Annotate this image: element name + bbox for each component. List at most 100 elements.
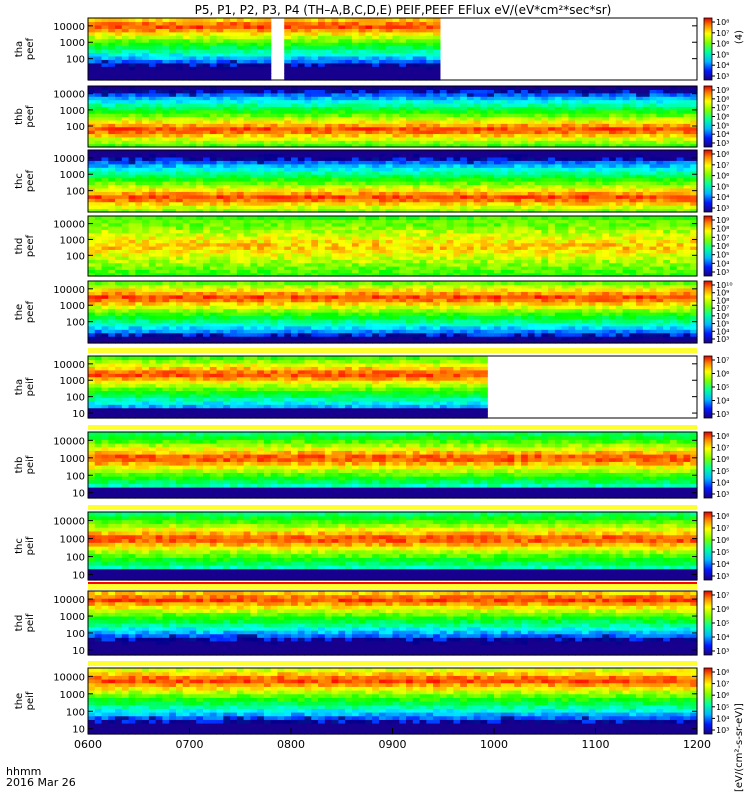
spectrogram-cell (406, 42, 413, 46)
spectrogram-cell (690, 191, 697, 195)
spectrogram-cell (616, 153, 623, 157)
spectrogram-cell (332, 157, 339, 161)
spectrogram-cell (264, 167, 271, 171)
spectrogram-cell (291, 42, 298, 46)
spectrogram-cell (413, 35, 420, 39)
spectrogram-cell (223, 18, 230, 22)
spectrogram-cell (609, 157, 616, 161)
spectrogram-cell (305, 42, 312, 46)
spectrogram-cell (95, 195, 102, 199)
spectrogram-cell (115, 160, 122, 164)
spectrogram-cell (149, 18, 156, 22)
y-tick-label: 1000 (60, 38, 85, 49)
spectrogram-cell (217, 174, 224, 178)
spectrogram-cell (203, 18, 210, 22)
spectrogram-cell (284, 150, 291, 154)
spectrogram-cell (372, 174, 379, 178)
spectrogram-cell (480, 191, 487, 195)
spectrogram-cell (460, 195, 467, 199)
spectrogram-cell (528, 160, 535, 164)
y-tick-label: 1000 (60, 106, 85, 117)
spectrogram-cell (95, 63, 102, 67)
spectrogram-cell (176, 73, 183, 77)
spectrogram-cell (420, 21, 427, 25)
spectrogram-cell (568, 198, 575, 202)
spectrogram-cell (582, 181, 589, 185)
spectrogram-cell (250, 157, 257, 161)
spectrogram-cell (352, 21, 359, 25)
spectrogram-cell (623, 153, 630, 157)
spectrogram-cell (433, 171, 440, 175)
spectrogram-cell (413, 73, 420, 77)
spectrogram-cell (426, 205, 433, 209)
spectrogram-cell (386, 191, 393, 195)
spectrogram-cell (284, 160, 291, 164)
spectrogram-cell (95, 39, 102, 43)
colorbar-tick-label: 10⁶ (716, 40, 729, 49)
spectrogram-cell (420, 63, 427, 67)
spectrogram-cell (176, 59, 183, 63)
spectrogram-cell (318, 35, 325, 39)
spectrogram-cell (102, 153, 109, 157)
spectrogram-cell (108, 28, 115, 32)
spectrogram-cell (190, 178, 197, 182)
spectrogram-cell (352, 63, 359, 67)
spectrogram-cell (352, 66, 359, 70)
spectrogram-cell (413, 153, 420, 157)
spectrogram-cell (250, 153, 257, 157)
spectrogram-cell (291, 153, 298, 157)
spectrogram-cell (433, 198, 440, 202)
spectrogram-cell (311, 205, 318, 209)
spectrogram-cell (670, 150, 677, 154)
spectrogram-cell (135, 178, 142, 182)
spectrogram-cell (345, 56, 352, 60)
spectrogram-cell (420, 153, 427, 157)
spectrogram-cell (413, 25, 420, 29)
spectrogram-cell (257, 184, 264, 188)
spectrogram-cell (325, 52, 332, 56)
spectrogram-cell (244, 205, 251, 209)
spectrogram-cell (575, 164, 582, 168)
spectrogram-cell (169, 178, 176, 182)
spectrogram-cell (183, 35, 190, 39)
spectrogram-cell (196, 195, 203, 199)
spectrogram-cell (393, 153, 400, 157)
spectrogram-cell (196, 21, 203, 25)
spectrogram-cell (365, 150, 372, 154)
spectrogram-cell (169, 160, 176, 164)
spectrogram-cell (169, 63, 176, 67)
spectrogram-cell (257, 59, 264, 63)
gap-strip-4 (88, 661, 697, 666)
spectrogram-cell (162, 39, 169, 43)
spectrogram-cell (433, 205, 440, 209)
spectrogram-cell (332, 160, 339, 164)
spectrogram-cell (399, 184, 406, 188)
spectrogram-cell (190, 28, 197, 32)
spectrogram-cell (264, 216, 271, 220)
spectrogram-cell (555, 160, 562, 164)
spectrogram-cell (169, 167, 176, 171)
spectrogram-cell (271, 164, 278, 168)
spectrogram-cell (352, 195, 359, 199)
spectrogram-cell (332, 174, 339, 178)
spectrogram-cell (176, 52, 183, 56)
spectrogram-cell (135, 18, 142, 22)
spectrogram-cell (325, 35, 332, 39)
spectrogram-cell (284, 188, 291, 192)
spectrogram-cell (406, 191, 413, 195)
spectrogram-cell (365, 167, 372, 171)
spectrogram-cell (196, 63, 203, 67)
spectrogram-cell (311, 70, 318, 74)
spectrogram-cell (332, 63, 339, 67)
spectrogram-cell (447, 167, 454, 171)
spectrogram-cell (426, 56, 433, 60)
spectrogram-cell (264, 73, 271, 77)
spectrogram-cell (325, 191, 332, 195)
spectrogram-cell (528, 195, 535, 199)
colorbar-tick-label: 10⁸ (716, 18, 729, 27)
spectrogram-cell (426, 25, 433, 29)
spectrogram-cell (393, 28, 400, 32)
spectrogram-cell (386, 32, 393, 36)
spectrogram-cell (135, 59, 142, 63)
spectrogram-cell (237, 188, 244, 192)
